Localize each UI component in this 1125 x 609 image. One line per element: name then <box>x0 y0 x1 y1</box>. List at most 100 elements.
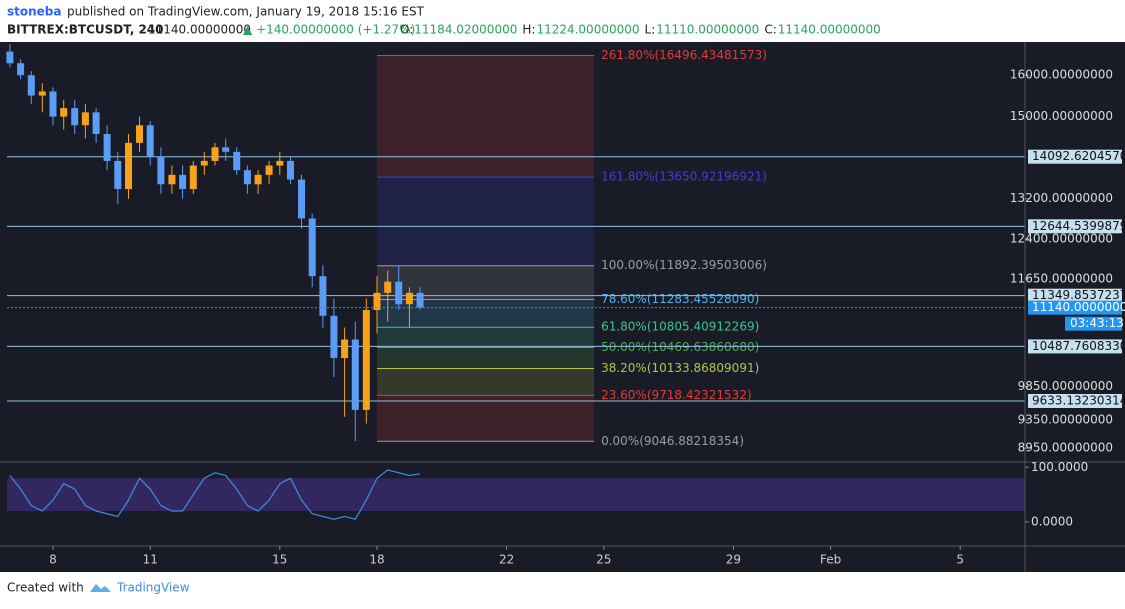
countdown: 03:43:13 <box>1070 316 1124 330</box>
candle-body <box>49 91 57 117</box>
fib-zone <box>377 395 595 442</box>
candle-body <box>114 160 122 190</box>
candle-body <box>200 160 208 166</box>
y-tick-label: 11650.00000000 <box>1010 271 1113 285</box>
candle-body <box>38 91 46 96</box>
candle-body <box>124 142 132 190</box>
published: published on TradingView.com, January 19… <box>67 5 425 19</box>
candle-body <box>395 281 403 305</box>
fib-label: 100.00%(11892.39503006) <box>601 258 767 272</box>
candle-body <box>17 63 25 76</box>
candle-body <box>362 309 370 410</box>
x-tick-label: 18 <box>369 553 384 567</box>
ohlc-value: 11184.02000000 <box>414 23 517 37</box>
ohlc-value: 11140.00000000 <box>778 23 881 37</box>
created-with: Created with <box>7 581 84 595</box>
x-tick-label: 8 <box>49 553 57 567</box>
y-tick-label: 9350.00000000 <box>1018 413 1113 427</box>
y-tick-label: 16000.00000000 <box>1010 68 1113 82</box>
x-tick-label: 29 <box>726 553 741 567</box>
price-box-label: 10487.76083303 <box>1032 339 1125 353</box>
y-tick-label: 13200.00000000 <box>1010 191 1113 205</box>
price-box-label: 11349.85372374 <box>1032 288 1125 302</box>
ohlc-key: L: <box>645 23 656 37</box>
price-box-label: 14092.62045707 <box>1032 149 1125 163</box>
x-tick-label: 5 <box>956 553 964 567</box>
fib-zone <box>377 347 595 369</box>
publisher[interactable]: stoneba <box>7 5 62 19</box>
fib-label: 38.20%(10133.86809091) <box>601 361 759 375</box>
last-price-label: 11140.00000000 <box>1032 300 1125 314</box>
fib-label: 23.60%(9718.42321532) <box>601 388 752 402</box>
osc-line <box>9 469 421 520</box>
ohlc-value: 11224.00000000 <box>536 23 639 37</box>
candle-body <box>81 112 89 126</box>
ohlc-value: 11110.00000000 <box>656 23 759 37</box>
x-tick-label: 11 <box>143 553 158 567</box>
candle-body <box>189 165 197 190</box>
candle-body <box>211 147 219 161</box>
candle-body <box>92 112 100 134</box>
candle-body <box>276 160 284 166</box>
candle-body <box>103 133 111 161</box>
candle-body <box>243 170 251 185</box>
change: ▲ +140.00000000 (+1.27%) <box>243 23 415 37</box>
candle-body <box>233 151 241 171</box>
candle-body <box>71 108 79 126</box>
candle-body <box>308 218 316 277</box>
candle-body <box>157 156 165 185</box>
price-box-label: 12644.53998795 <box>1032 219 1125 233</box>
candle-body <box>168 174 176 185</box>
candle-body <box>60 108 68 117</box>
price-box <box>1028 219 1122 234</box>
plot: 261.80%(16496.43481573) 161.80%(13650.921… <box>6 43 1025 520</box>
candle-body <box>179 174 187 190</box>
logo <box>90 584 111 592</box>
candle-body <box>136 125 144 143</box>
candle-body <box>298 179 306 219</box>
x-tick-label: Feb <box>820 553 841 567</box>
fib-label: 78.60%(11283.45528090) <box>601 292 759 306</box>
fib-zone <box>377 368 595 396</box>
candle-body <box>222 147 230 152</box>
price-box <box>1028 339 1122 354</box>
candle-body <box>384 281 392 293</box>
countdown-box <box>1065 316 1122 331</box>
fib-label: 61.80%(10805.40912269) <box>601 320 759 334</box>
candle-body <box>265 165 273 175</box>
candle-body <box>27 75 35 96</box>
price-box-label: 9633.13230314 <box>1032 393 1125 407</box>
last-price-box <box>1028 300 1122 315</box>
candle-body <box>416 292 424 308</box>
candle-body <box>405 292 413 305</box>
symbol: BITTREX:BTCUSDT, 240 <box>7 23 164 37</box>
fib-zone <box>377 55 595 178</box>
ohlc-key: H: <box>522 23 535 37</box>
y-tick-label: 12400.00000000 <box>1010 231 1113 245</box>
fib-zone <box>377 265 595 300</box>
osc-band <box>7 478 1025 512</box>
price-box <box>1028 149 1122 164</box>
candle-body <box>254 174 262 185</box>
fib-label: 161.80%(13650.92196921) <box>601 170 767 184</box>
y-tick-label: 8950.00000000 <box>1018 441 1113 455</box>
fib-label: 261.80%(16496.43481573) <box>601 48 767 62</box>
last-price: 11140.00000000 <box>148 23 251 37</box>
fib-label: 0.00%(9046.88218354) <box>601 434 744 448</box>
fib-zone <box>377 299 595 328</box>
candle-body <box>146 125 154 157</box>
candle-body <box>319 276 327 316</box>
y-tick-label: 15000.00000000 <box>1010 109 1113 123</box>
fib-zone <box>377 327 595 348</box>
ohlc-key: C: <box>764 23 776 37</box>
candle-body <box>330 315 338 359</box>
y-tick-label: 0.0000 <box>1031 514 1073 528</box>
x-tick-label: 15 <box>272 553 287 567</box>
y-tick-label: 100.0000 <box>1031 460 1088 474</box>
y-tick-label: 9850.00000000 <box>1018 379 1113 393</box>
fib-label: 50.00%(10469.63860680) <box>601 340 759 354</box>
brand[interactable]: TradingView <box>116 581 190 595</box>
ohlc-key: O: <box>400 23 413 37</box>
fib-zone <box>377 177 595 266</box>
